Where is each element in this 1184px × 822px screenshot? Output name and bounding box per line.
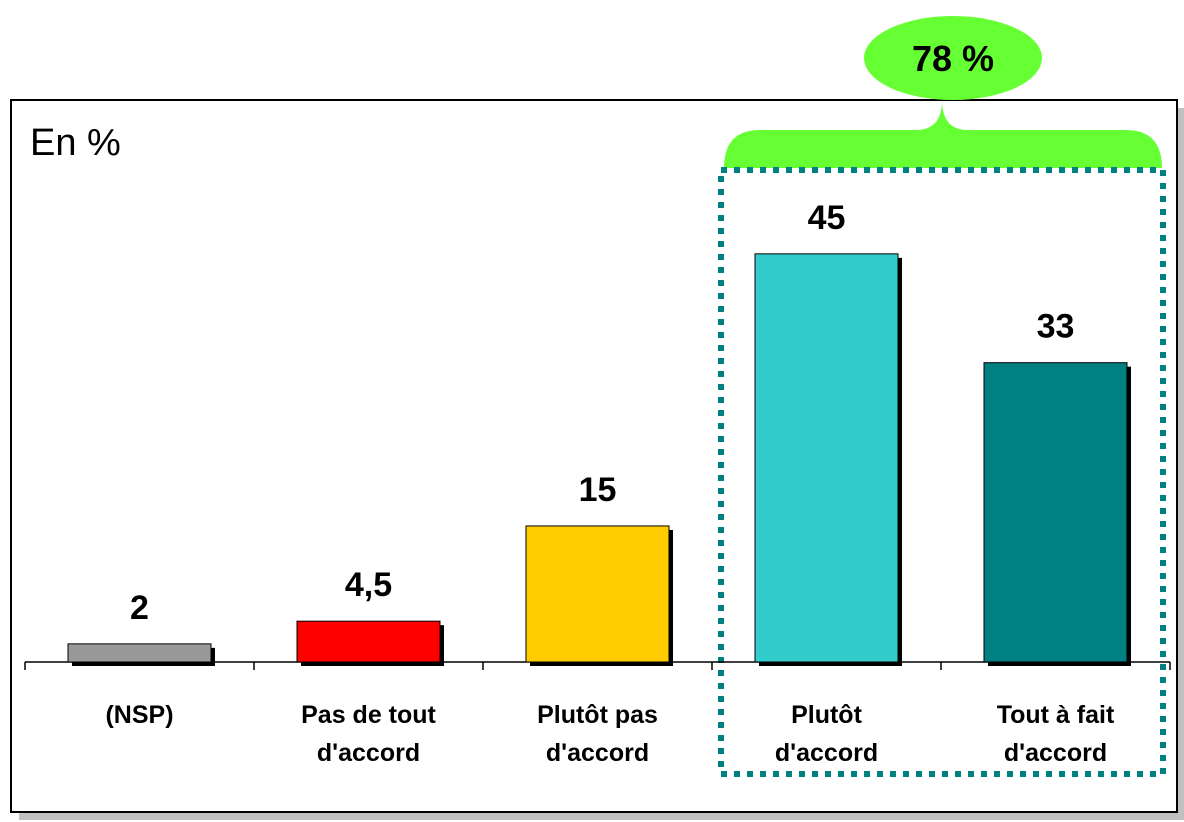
bars [67,253,1131,666]
chart-frame [10,99,1178,813]
bar [67,643,212,663]
category-label: d'accord [317,739,420,767]
bar [296,620,441,663]
category-label: d'accord [775,739,878,767]
highlight-dotted-frame [718,167,1166,777]
highlight-group: 78 % [718,16,1166,777]
category-label: Plutôt [791,701,862,729]
bar-value-label: 4,5 [345,566,392,604]
category-label: d'accord [546,739,649,767]
highlight-total-label: 78 % [912,38,994,79]
category-label: Plutôt pas [537,701,658,729]
bar-value-label: 33 [1037,308,1075,346]
category-label: Pas de tout [301,701,436,729]
bar-value-label: 2 [130,589,149,627]
value-labels: 2 4,5 15 45 33 [130,199,1074,627]
bar [525,525,670,663]
x-axis-ticks [24,662,1171,670]
highlight-bubble [864,16,1042,100]
category-labels: (NSP) Pas de tout d'accord Plutôt pas d'acco… [105,701,1114,767]
highlight-bracket [724,100,1162,168]
bar-value-label: 45 [808,199,846,237]
unit-label: En % [30,122,121,164]
category-label: (NSP) [105,701,173,729]
bar [983,362,1128,663]
bar-value-label: 15 [579,471,617,509]
category-label: Tout à fait [997,701,1115,729]
category-label: d'accord [1004,739,1107,767]
bar [754,253,899,663]
